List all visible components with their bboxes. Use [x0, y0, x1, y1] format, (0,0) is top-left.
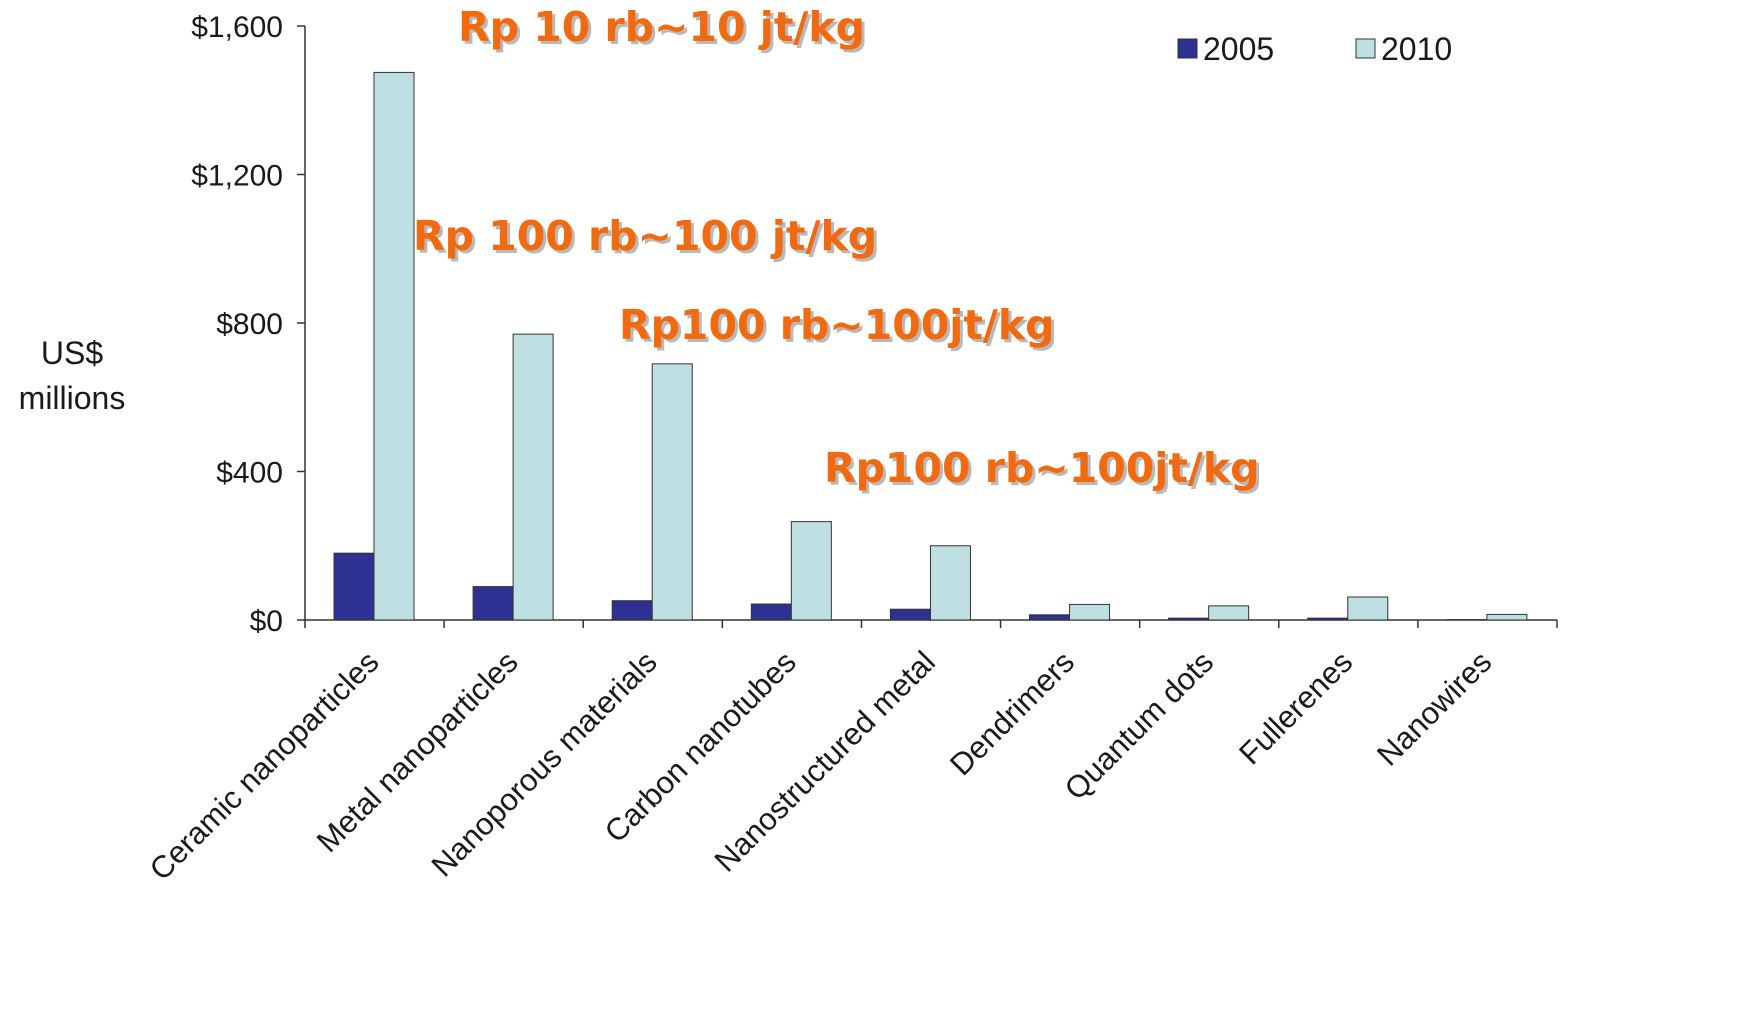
y-tick-label: $1,200	[191, 160, 283, 193]
bar-2005	[1168, 617, 1210, 621]
legend-swatch-2010	[1355, 38, 1376, 59]
y-axis-title: US$ millions	[19, 335, 126, 416]
bar-2010	[1069, 603, 1111, 621]
annotation-2-shadow: Rp 100 rb~100 jt/kg	[416, 215, 880, 263]
y-tick-label: $1,600	[191, 11, 283, 44]
bar-2010	[929, 545, 971, 621]
annotation-4: Rp100 rb~100jt/kg	[824, 444, 1260, 492]
bar-2010	[1486, 613, 1528, 621]
x-tick-label: Ceramic nanoparticles	[143, 644, 386, 887]
bar-2005	[611, 600, 653, 621]
bar-2005	[750, 603, 792, 621]
bar-2010	[790, 521, 832, 621]
bar-2005	[1029, 614, 1071, 621]
bar-2010	[373, 71, 415, 621]
bar-2010	[1347, 596, 1389, 621]
bar-2005	[889, 608, 931, 621]
y-tick-label: $0	[250, 605, 283, 638]
bar-2010	[512, 333, 554, 621]
price-annotations: Rp 10 rb~10 jt/kg Rp 10 rb~10 jt/kg Rp 1…	[413, 3, 1263, 495]
bar-2010	[651, 363, 693, 621]
x-tick-label: Quantum dots	[1058, 644, 1220, 806]
bar-2005	[1307, 617, 1349, 621]
y-axis-title-line-1: US$	[41, 335, 103, 371]
annotation-4-shadow: Rp100 rb~100jt/kg	[827, 447, 1263, 495]
x-tick-label: Dendrimers	[943, 644, 1081, 782]
y-tick-label: $800	[216, 308, 283, 341]
bar-2005	[333, 552, 375, 621]
legend-label-2005: 2005	[1203, 31, 1274, 67]
annotation-3: Rp100 rb~100jt/kg	[619, 301, 1055, 349]
y-tick-label: $400	[216, 457, 283, 490]
annotation-1-shadow: Rp 10 rb~10 jt/kg	[461, 6, 868, 54]
x-tick-label: Fullerenes	[1232, 644, 1359, 771]
bar-2005	[472, 586, 514, 621]
bar-2010	[1208, 605, 1250, 621]
legend-swatch-2005	[1177, 38, 1198, 59]
legend-label-2010: 2010	[1381, 31, 1452, 67]
x-tick-label: Nanoporous materials	[425, 644, 664, 883]
annotation-2: Rp 100 rb~100 jt/kg	[413, 212, 877, 260]
legend: 2005 2010	[1177, 31, 1452, 67]
annotation-1: Rp 10 rb~10 jt/kg	[458, 3, 865, 51]
bars	[333, 71, 1528, 621]
y-axis-title-line-2: millions	[19, 380, 126, 416]
x-tick-label: Nanowires	[1370, 644, 1498, 772]
annotation-3-shadow: Rp100 rb~100jt/kg	[622, 304, 1058, 352]
